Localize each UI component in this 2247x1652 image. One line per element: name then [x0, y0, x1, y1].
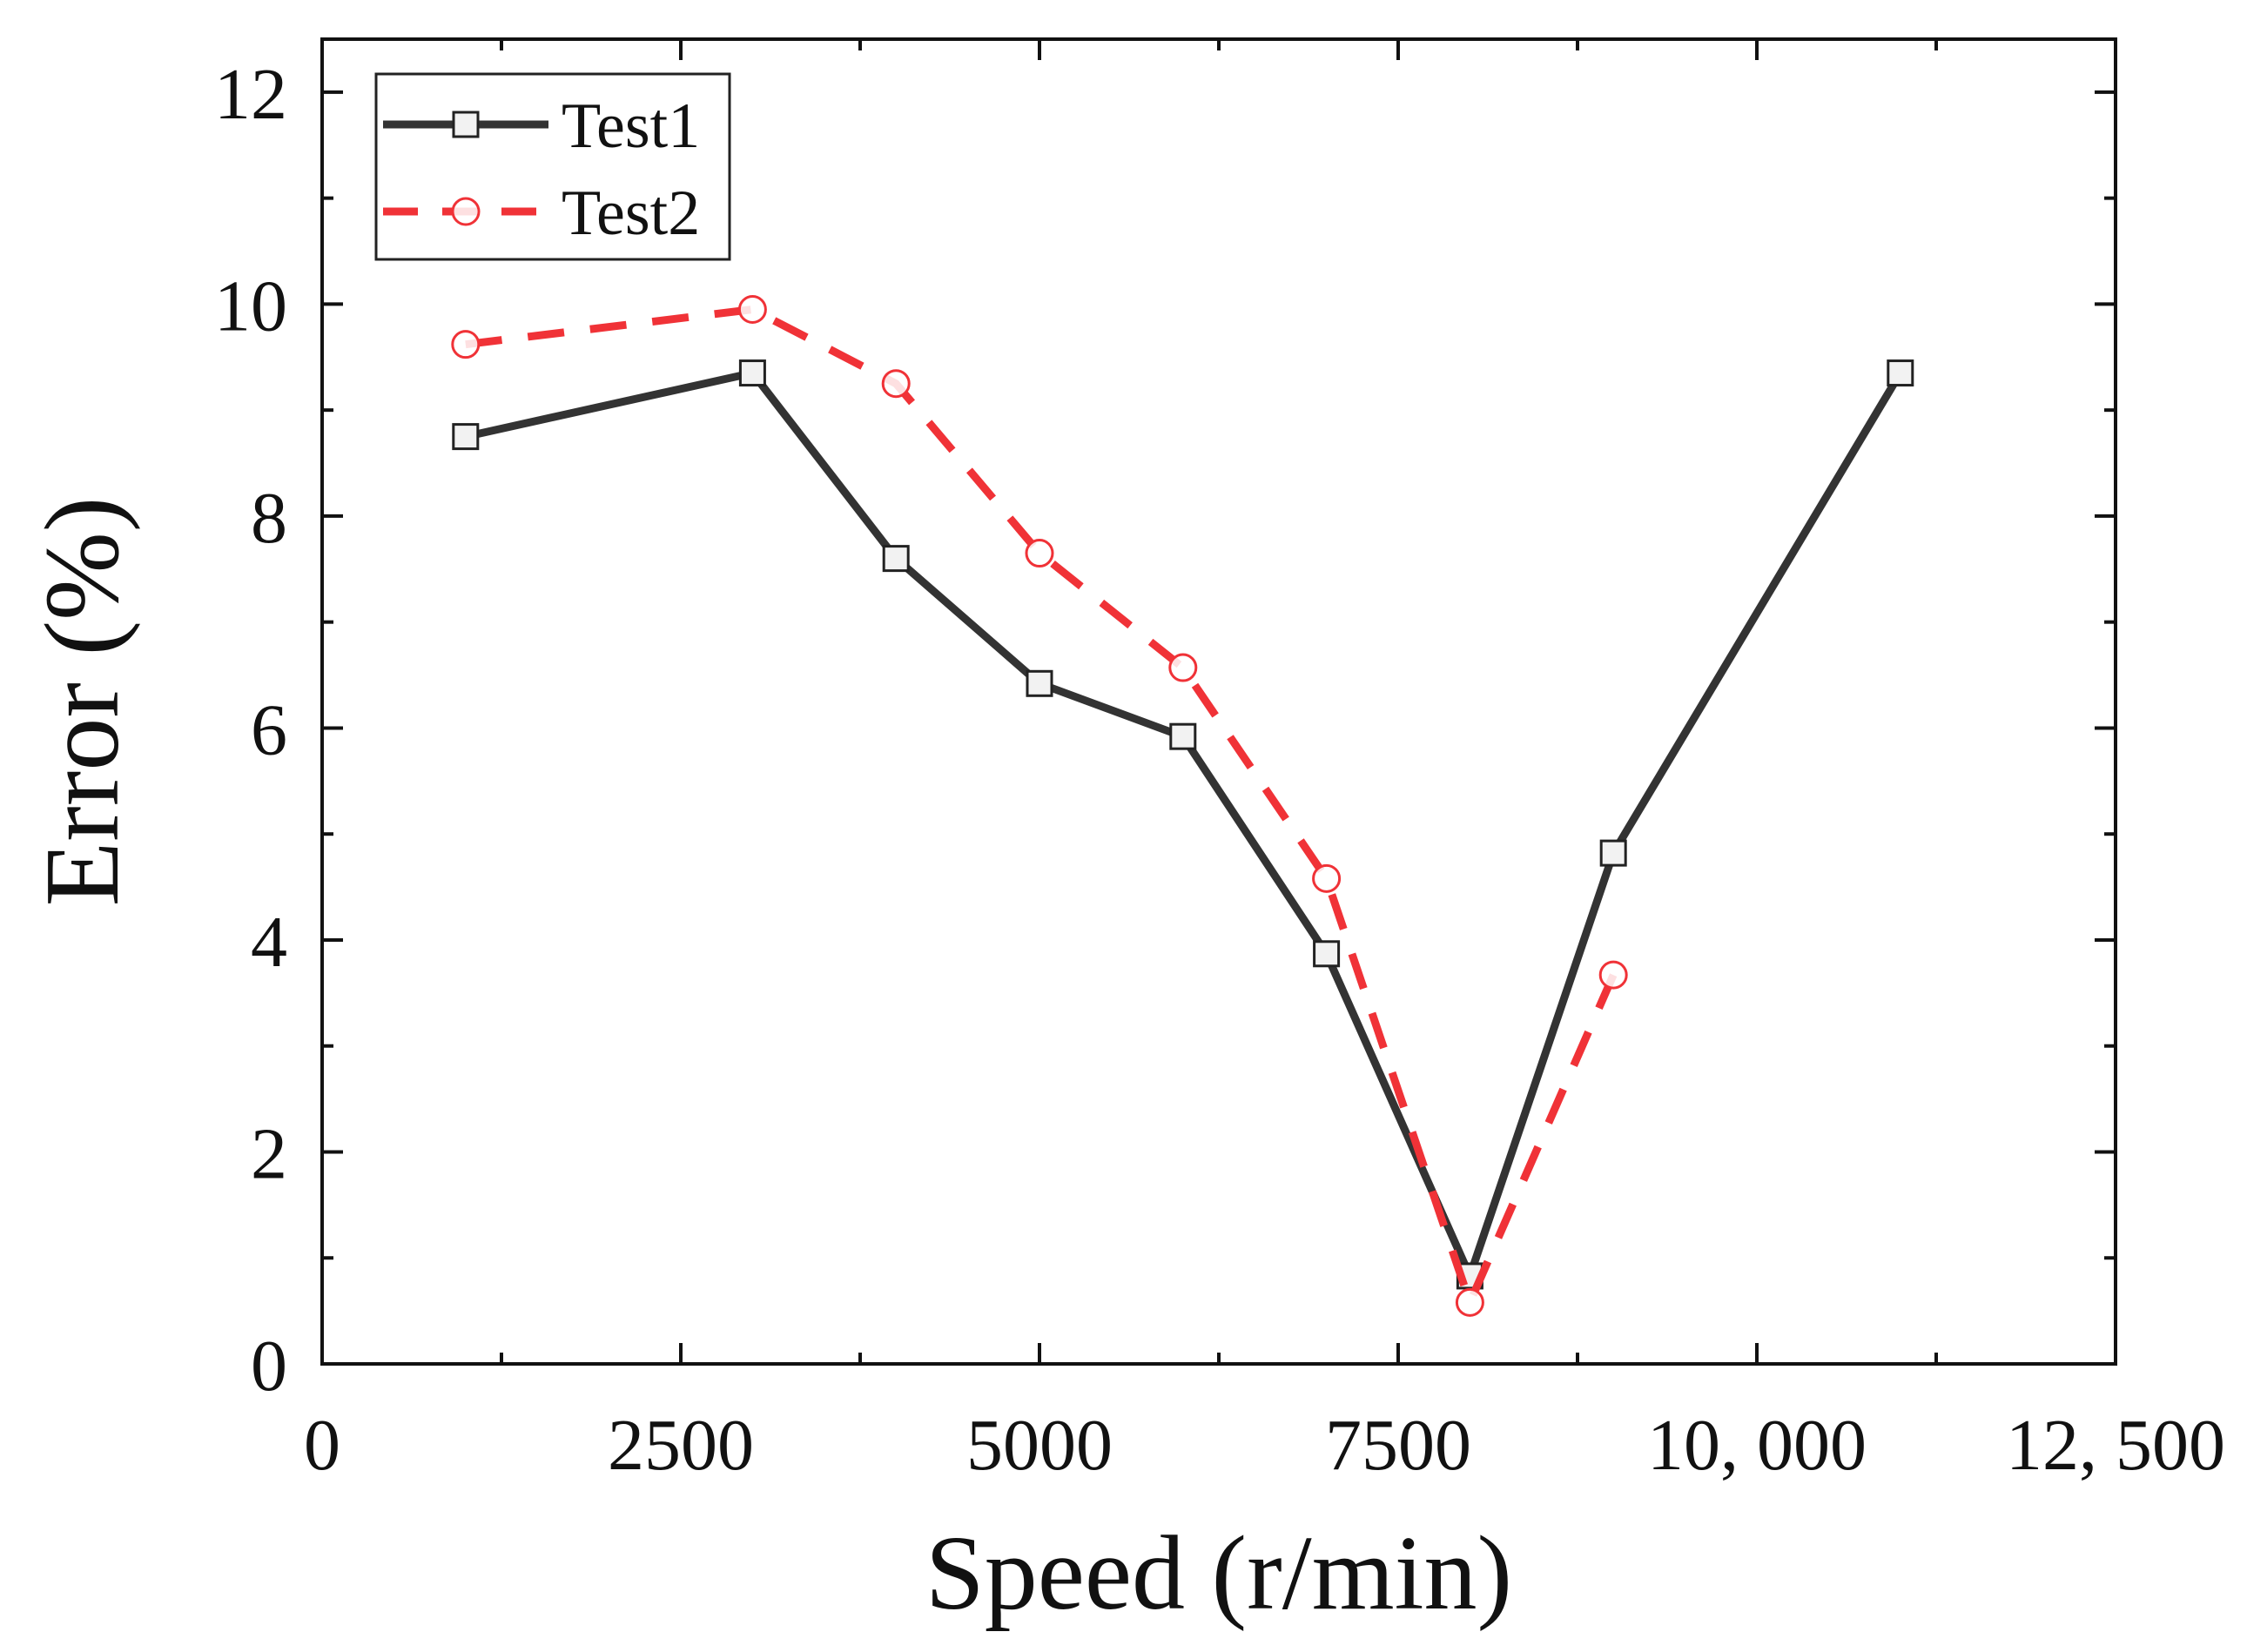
- data-point-test1: [738, 359, 766, 387]
- legend-label: Test2: [562, 178, 700, 249]
- y-tick-label: 8: [251, 478, 287, 559]
- legend-label: Test1: [562, 91, 700, 162]
- legend-item: Test2: [383, 178, 700, 249]
- data-point-test2: [881, 369, 911, 399]
- x-tick-label: 10, 000: [1647, 1405, 1867, 1486]
- legend-marker: [452, 111, 480, 138]
- data-point-test1: [1026, 669, 1053, 697]
- data-point-test1: [1169, 722, 1197, 750]
- x-tick-label: 12, 500: [2006, 1405, 2225, 1486]
- x-tick-label: 7500: [1325, 1405, 1471, 1486]
- data-point-test2: [451, 330, 481, 359]
- series-layer: [451, 294, 1914, 1317]
- y-tick-label: 4: [251, 902, 287, 983]
- x-axis-title: Speed (r/min): [925, 1514, 1512, 1632]
- y-tick-label: 6: [251, 689, 287, 770]
- data-point-test2: [737, 294, 767, 324]
- legend-item: Test1: [383, 91, 700, 162]
- data-point-test2: [1455, 1287, 1484, 1317]
- data-point-test2: [1598, 960, 1628, 990]
- legend: Test1 Test2: [374, 72, 731, 261]
- axes-layer: 0 2500 5000 7500 10, 000 12, 500 0 2 4 6 8 10 12: [214, 37, 2225, 1486]
- data-point-test1: [1599, 839, 1627, 867]
- legend-marker: [451, 197, 481, 226]
- series-line-test2: [465, 305, 1618, 1306]
- data-point-test2: [1025, 539, 1054, 568]
- y-tick-label: 10: [214, 265, 287, 346]
- y-axis-title: Error (%): [24, 497, 141, 907]
- data-point-test2: [1312, 863, 1342, 893]
- data-point-test1: [1313, 940, 1341, 968]
- data-point-test1: [1887, 359, 1914, 387]
- data-point-test2: [1168, 653, 1198, 682]
- x-tick-label: 5000: [966, 1405, 1113, 1486]
- x-tick-label: 2500: [608, 1405, 754, 1486]
- legend-box: [374, 72, 731, 261]
- series-test1: [452, 359, 1914, 1290]
- x-tick-label: 0: [304, 1405, 340, 1486]
- data-point-test1: [882, 545, 910, 573]
- y-tick-label: 2: [251, 1113, 287, 1194]
- data-point-test1: [452, 423, 480, 451]
- y-tick-label: 12: [214, 54, 287, 135]
- series-test2: [451, 294, 1628, 1317]
- y-tick-label: 0: [251, 1326, 287, 1407]
- legend-items: Test1 Test2: [383, 91, 700, 249]
